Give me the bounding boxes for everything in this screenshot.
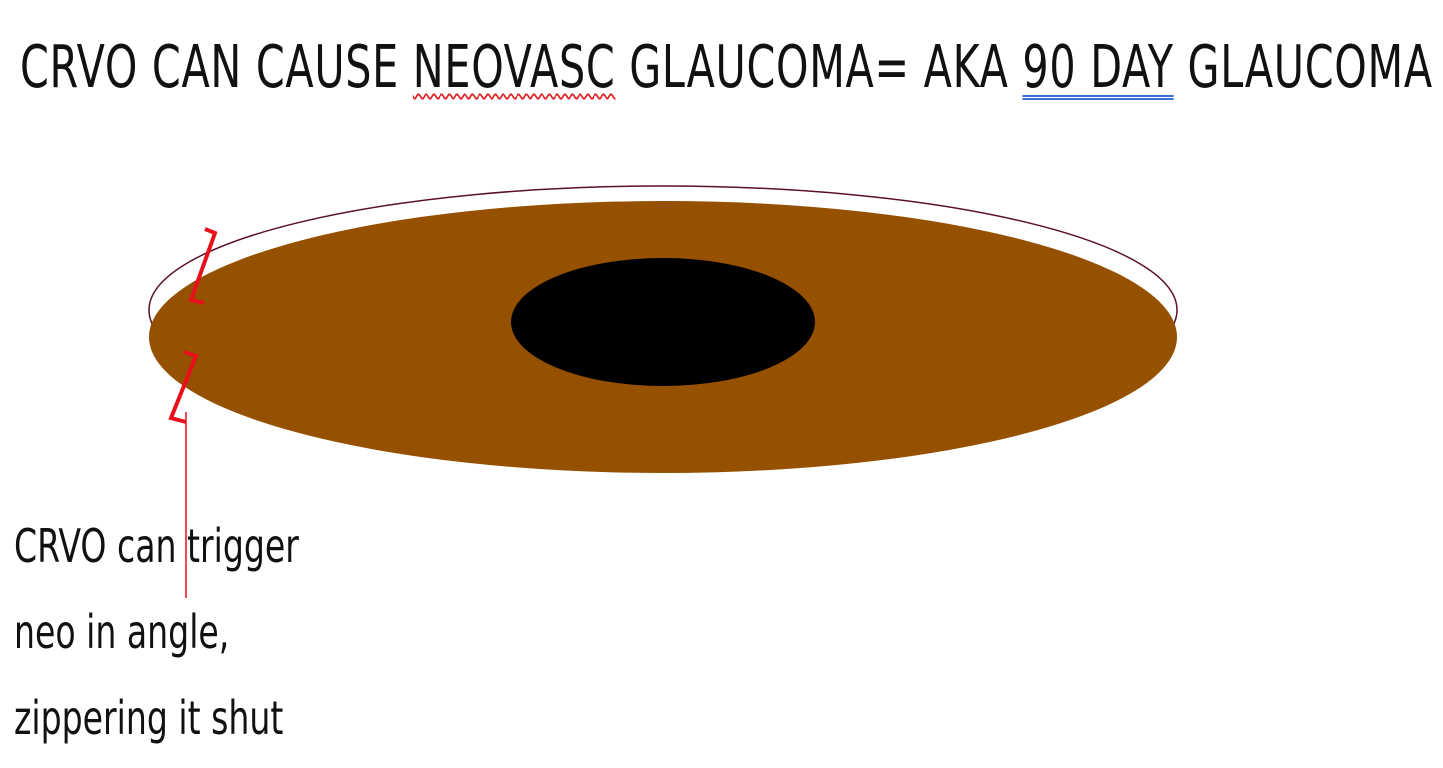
zipper-mark-lower bbox=[168, 350, 199, 424]
title-part-5: GLAUCOMA bbox=[1173, 32, 1433, 101]
title-part-1: CRVO CAN CAUSE bbox=[20, 32, 413, 101]
page-title: CRVO CAN CAUSE NEOVASC GLAUCOMA= AKA 90 … bbox=[20, 22, 1432, 112]
title-part-90-day: 90 DAY bbox=[1022, 32, 1174, 101]
title-part-3: GLAUCOMA= AKA bbox=[615, 32, 1023, 101]
caption-line-2: neo in angle, bbox=[14, 605, 230, 659]
caption-line-1: CRVO can trigger bbox=[14, 519, 299, 573]
caption-line-3: zippering it shut bbox=[14, 691, 284, 745]
zipper-mark-upper bbox=[188, 227, 218, 305]
caption-text: CRVO can trigger neo in angle, zippering… bbox=[14, 503, 316, 761]
title-part-neovasc: NEOVASC bbox=[412, 32, 616, 101]
pupil bbox=[511, 258, 815, 386]
